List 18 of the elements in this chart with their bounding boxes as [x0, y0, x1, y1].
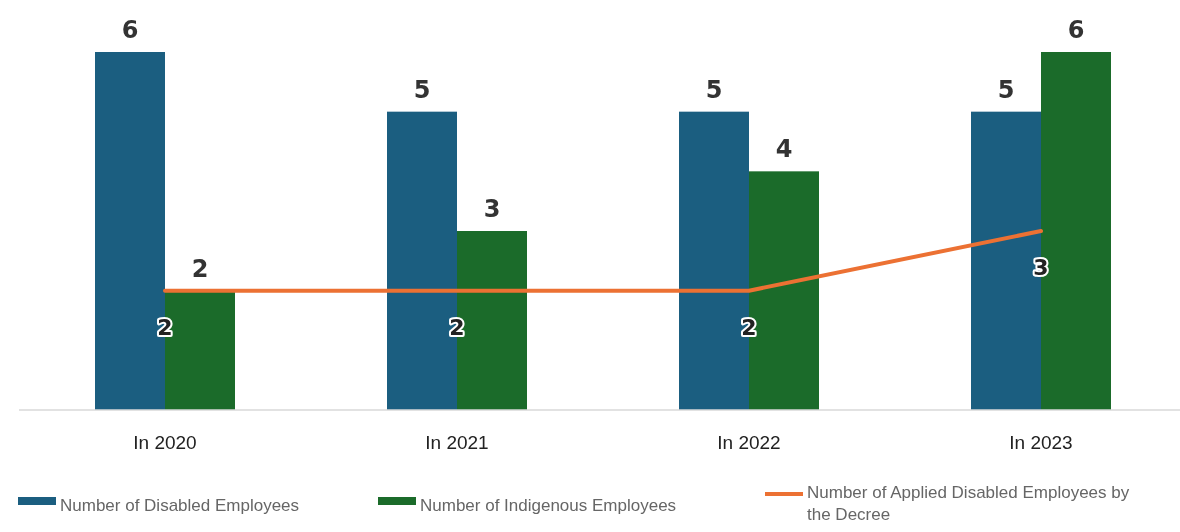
data-label: 4: [775, 135, 793, 164]
data-label: 2: [741, 314, 757, 340]
data-label: 2: [449, 314, 465, 340]
legend-label: Number of Applied Disabled Employees by the Decree: [807, 483, 1130, 524]
data-label: 2: [191, 254, 209, 283]
data-label: 6: [121, 16, 139, 44]
data-label: 5: [705, 75, 723, 104]
x-tick-label: In 2022: [717, 432, 781, 453]
data-label: 6: [1067, 16, 1085, 44]
data-label: 5: [997, 75, 1015, 104]
data-label: 5: [413, 75, 431, 104]
data-label: 2: [157, 314, 173, 340]
legend-label: Number of Indigenous Employees: [420, 496, 677, 515]
x-tick-label: In 2023: [1009, 432, 1073, 453]
x-tick-label: In 2020: [133, 432, 197, 453]
data-label: 3: [483, 195, 501, 223]
x-tick-label: In 2021: [425, 432, 489, 453]
legend-label: Number of Disabled Employees: [60, 496, 300, 515]
